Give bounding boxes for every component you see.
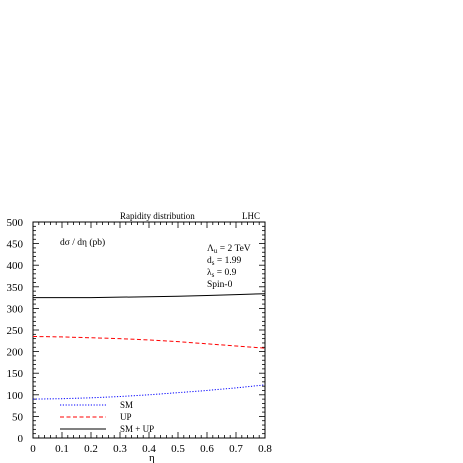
- parameter-label: Spin-0: [207, 280, 233, 290]
- parameter-label: λs = 0.9: [207, 268, 237, 279]
- chart-corner-label: LHC: [242, 211, 260, 221]
- x-tick-label: 0.1: [55, 443, 69, 455]
- series-line-sm-up: [33, 293, 266, 299]
- x-tick-label: 0.4: [142, 443, 156, 455]
- y-axis-label: dσ / dη (pb): [60, 237, 105, 248]
- x-tick-label: 0.6: [200, 443, 214, 455]
- x-tick-label: 0.2: [84, 443, 98, 455]
- y-tick-label: 300: [7, 303, 24, 315]
- x-tick-label: 0.5: [171, 443, 185, 455]
- chart-title: Rapidity distribution: [120, 211, 195, 221]
- x-tick-labels: 0 0.1 0.2 0.3 0.4 0.5 0.6 0.7 0.8: [30, 443, 272, 455]
- y-tick-label: 500: [7, 217, 24, 229]
- y-tick-label: 100: [7, 390, 24, 402]
- y-tick-label: 450: [7, 239, 24, 251]
- y-tick-label: 350: [7, 282, 24, 294]
- y-tick-labels: 0 50 100 150 200 250 300 350 400 450 500: [7, 217, 24, 445]
- y-tick-label: 0: [18, 433, 24, 445]
- x-tick-label: 0.7: [229, 443, 243, 455]
- axis-ticks: [32, 221, 266, 439]
- parameter-label: ds = 1.99: [207, 256, 241, 267]
- series-lines: [32, 293, 266, 400]
- x-tick-label: 0: [30, 443, 36, 455]
- x-axis-label: η: [149, 452, 155, 463]
- legend-label: UP: [120, 412, 132, 422]
- x-tick-label: 0.3: [113, 443, 127, 455]
- legend: SM UP SM + UP: [60, 400, 154, 434]
- y-tick-label: 200: [7, 347, 24, 359]
- legend-label: SM + UP: [120, 424, 154, 434]
- y-tick-label: 150: [7, 368, 24, 380]
- parameter-label: Λu = 2 TeV: [207, 244, 251, 255]
- x-tick-label: 0.8: [258, 443, 272, 455]
- y-tick-label: 50: [12, 411, 24, 423]
- series-line-sm: [32, 384, 266, 400]
- series-line-up: [32, 335, 266, 349]
- y-tick-label: 250: [7, 325, 24, 337]
- plot-frame: [32, 221, 266, 439]
- legend-label: SM: [120, 400, 133, 410]
- y-tick-label: 400: [7, 260, 24, 272]
